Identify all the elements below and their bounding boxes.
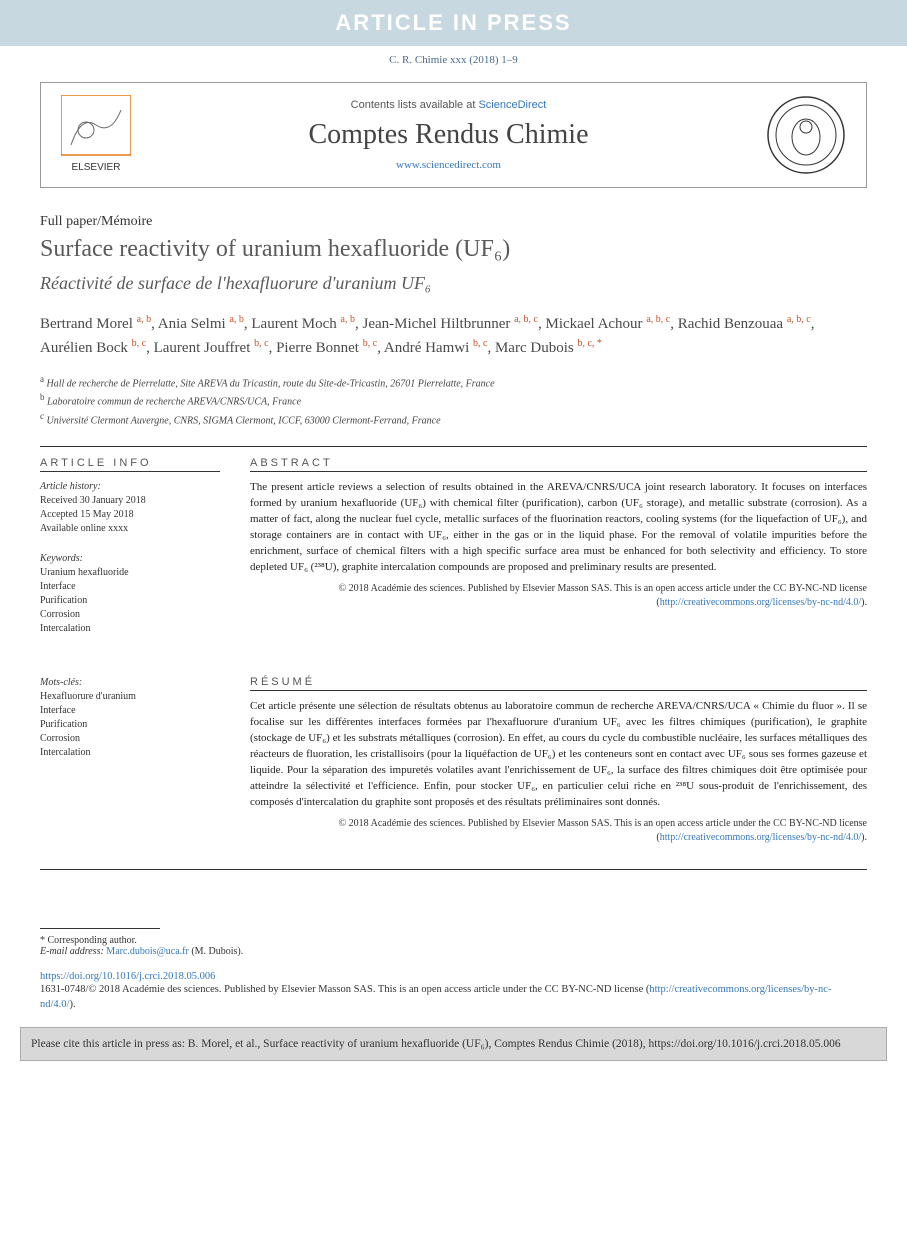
abstract-text: The present article reviews a selection … [250, 480, 867, 576]
license-link[interactable]: http://creativecommons.org/licenses/by-n… [660, 597, 861, 608]
journal-url-link[interactable]: www.sciencedirect.com [396, 159, 501, 171]
keywords-fr: Mots-clés: Hexafluorure d'uraniumInterfa… [40, 676, 220, 760]
affiliations: a Hall de recherche de Pierrelatte, Site… [40, 373, 867, 428]
sciencedirect-link[interactable]: ScienceDirect [478, 99, 546, 111]
in-press-banner: ARTICLE IN PRESS [0, 0, 907, 46]
email-line: E-mail address: Marc.dubois@uca.fr (M. D… [40, 946, 867, 957]
article-history: Article history: Received 30 January 201… [40, 480, 220, 536]
keywords-en: Keywords: Uranium hexafluorideInterfaceP… [40, 552, 220, 636]
footer: * Corresponding author. E-mail address: … [40, 928, 867, 1014]
resume-header: RÉSUMÉ [250, 676, 867, 688]
article-type: Full paper/Mémoire [40, 214, 867, 230]
citation-box: Please cite this article in press as: B.… [20, 1027, 887, 1061]
article-info-header: ARTICLE INFO [40, 457, 220, 469]
abstract-header: ABSTRACT [250, 457, 867, 469]
corresponding-author: * Corresponding author. [40, 935, 867, 946]
issn-line: 1631-0748/© 2018 Académie des sciences. … [40, 982, 867, 1014]
resume-text: Cet article présente une sélection de ré… [250, 699, 867, 811]
citation-line: C. R. Chimie xxx (2018) 1–9 [0, 46, 907, 74]
authors-list: Bertrand Morel a, b, Ania Selmi a, b, La… [40, 312, 867, 359]
elsevier-logo: ELSEVIER [61, 95, 131, 175]
svg-text:ELSEVIER: ELSEVIER [72, 162, 121, 173]
resume-copyright: © 2018 Académie des sciences. Published … [250, 817, 867, 845]
doi-link[interactable]: https://doi.org/10.1016/j.crci.2018.05.0… [40, 971, 215, 982]
academy-seal-icon [766, 95, 846, 175]
email-link[interactable]: Marc.dubois@uca.fr [106, 946, 189, 957]
contents-available: Contents lists available at ScienceDirec… [151, 99, 746, 111]
journal-name: Comptes Rendus Chimie [151, 119, 746, 151]
license-link-fr[interactable]: http://creativecommons.org/licenses/by-n… [660, 832, 861, 843]
article-title-fr: Réactivité de surface de l'hexafluorure … [40, 273, 867, 294]
article-title-en: Surface reactivity of uranium hexafluori… [40, 236, 867, 263]
abstract-copyright: © 2018 Académie des sciences. Published … [250, 582, 867, 610]
journal-header: ELSEVIER Contents lists available at Sci… [40, 82, 867, 188]
